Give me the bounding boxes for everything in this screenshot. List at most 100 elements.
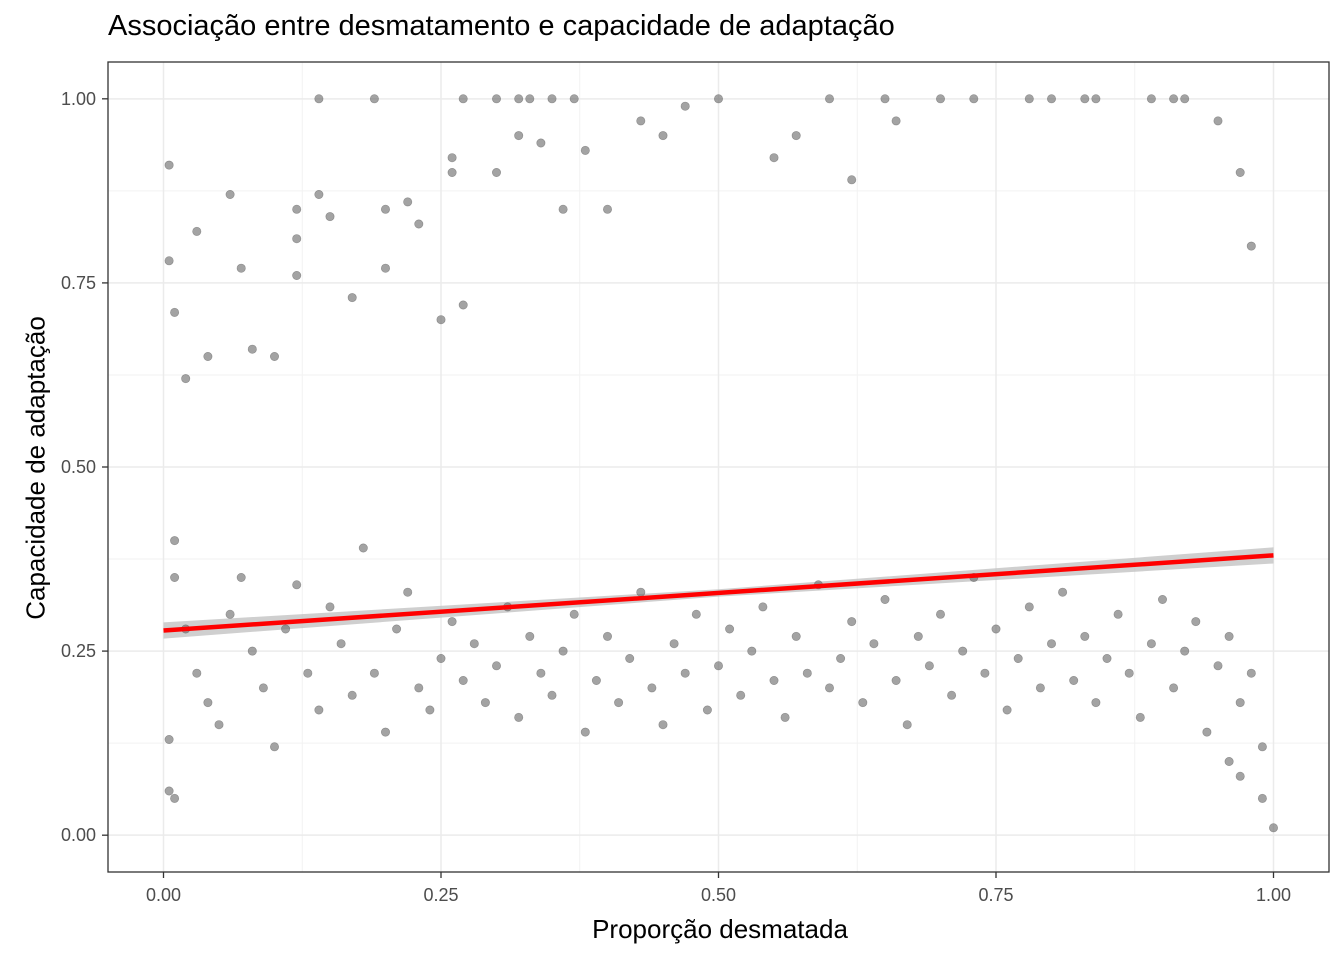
scatter-point <box>880 94 890 104</box>
scatter-point <box>225 190 235 200</box>
scatter-point <box>1169 94 1179 104</box>
scatter-point <box>1047 94 1057 104</box>
scatter-point <box>1080 631 1090 641</box>
scatter-point <box>636 116 646 126</box>
scatter-point <box>314 94 324 104</box>
gridlines <box>108 62 1329 872</box>
scatter-point <box>170 793 180 803</box>
scatter-point <box>869 639 879 649</box>
scatter-point <box>569 609 579 619</box>
scatter-point <box>602 204 612 214</box>
x-tick-label: 1.00 <box>1256 885 1291 905</box>
scatter-point <box>536 138 546 148</box>
scatter-point <box>1180 94 1190 104</box>
scatter-point <box>658 131 668 141</box>
x-tick-label: 0.75 <box>978 885 1013 905</box>
scatter-point <box>514 94 524 104</box>
scatter-point <box>247 344 257 354</box>
scatter-point <box>569 94 579 104</box>
scatter-point <box>269 351 279 361</box>
scatter-point <box>980 668 990 678</box>
scatter-point <box>392 624 402 634</box>
scatter-point <box>602 631 612 641</box>
scatter-point <box>480 698 490 708</box>
scatter-point <box>1257 742 1267 752</box>
scatter-point <box>880 594 890 604</box>
scatter-point <box>802 668 812 678</box>
scatter-point <box>1213 661 1223 671</box>
scatter-point <box>669 639 679 649</box>
scatter-point <box>935 609 945 619</box>
scatter-point <box>181 374 191 384</box>
scatter-point <box>847 175 857 185</box>
scatter-point <box>164 734 174 744</box>
scatter-point <box>1224 631 1234 641</box>
scatter-point <box>314 705 324 715</box>
scatter-point <box>170 307 180 317</box>
scatter-point <box>164 160 174 170</box>
scatter-point <box>991 624 1001 634</box>
scatter-point <box>269 742 279 752</box>
scatter-point <box>1135 712 1145 722</box>
scatter-point <box>447 617 457 627</box>
scatter-point <box>1257 793 1267 803</box>
scatter-point <box>1091 698 1101 708</box>
scatter-point <box>902 720 912 730</box>
scatter-point <box>325 212 335 222</box>
data-points <box>164 94 1279 833</box>
scatter-point <box>458 675 468 685</box>
scatter-point <box>958 646 968 656</box>
y-tick-label: 0.00 <box>61 825 96 845</box>
scatter-point <box>891 675 901 685</box>
scatter-point <box>1002 705 1012 715</box>
scatter-point <box>1158 594 1168 604</box>
scatter-point <box>580 727 590 737</box>
scatter-point <box>547 94 557 104</box>
scatter-point <box>425 705 435 715</box>
scatter-point <box>292 204 302 214</box>
scatter-point <box>702 705 712 715</box>
scatter-point <box>336 639 346 649</box>
scatter-point <box>325 602 335 612</box>
scatter-point <box>514 131 524 141</box>
scatter-point <box>935 94 945 104</box>
scatter-point <box>947 690 957 700</box>
x-tick-label: 0.25 <box>423 885 458 905</box>
scatter-point <box>1146 639 1156 649</box>
scatter-point <box>347 293 357 303</box>
scatter-point <box>380 263 390 273</box>
y-axis-label: Capacidade de adaptação <box>20 316 51 620</box>
scatter-point <box>791 631 801 641</box>
scatter-point <box>1091 94 1101 104</box>
scatter-point <box>1269 823 1279 833</box>
scatter-point <box>1024 94 1034 104</box>
scatter-point <box>1180 646 1190 656</box>
scatter-point <box>1146 94 1156 104</box>
scatter-point <box>369 668 379 678</box>
axis-ticks: 0.00 0.25 0.50 0.75 1.00 0.00 0.25 0.50 0.75 1.00 <box>61 89 1291 905</box>
scatter-point <box>913 631 923 641</box>
scatter-point <box>1235 168 1245 178</box>
scatter-point <box>491 94 501 104</box>
scatter-point <box>725 624 735 634</box>
scatter-point <box>614 698 624 708</box>
scatter-point <box>1024 602 1034 612</box>
scatter-point <box>225 609 235 619</box>
scatter-point <box>591 675 601 685</box>
scatter-point <box>1113 609 1123 619</box>
scatter-point <box>824 683 834 693</box>
scatter-point <box>1191 617 1201 627</box>
scatter-point <box>314 190 324 200</box>
trend-line <box>163 553 1274 633</box>
scatter-point <box>469 639 479 649</box>
scatter-point <box>525 631 535 641</box>
scatter-point <box>491 168 501 178</box>
scatter-point <box>247 646 257 656</box>
scatter-point <box>1047 639 1057 649</box>
scatter-point <box>558 204 568 214</box>
scatter-point <box>414 219 424 229</box>
scatter-point <box>1102 653 1112 663</box>
regression-line <box>163 553 1274 633</box>
scatter-point <box>380 204 390 214</box>
